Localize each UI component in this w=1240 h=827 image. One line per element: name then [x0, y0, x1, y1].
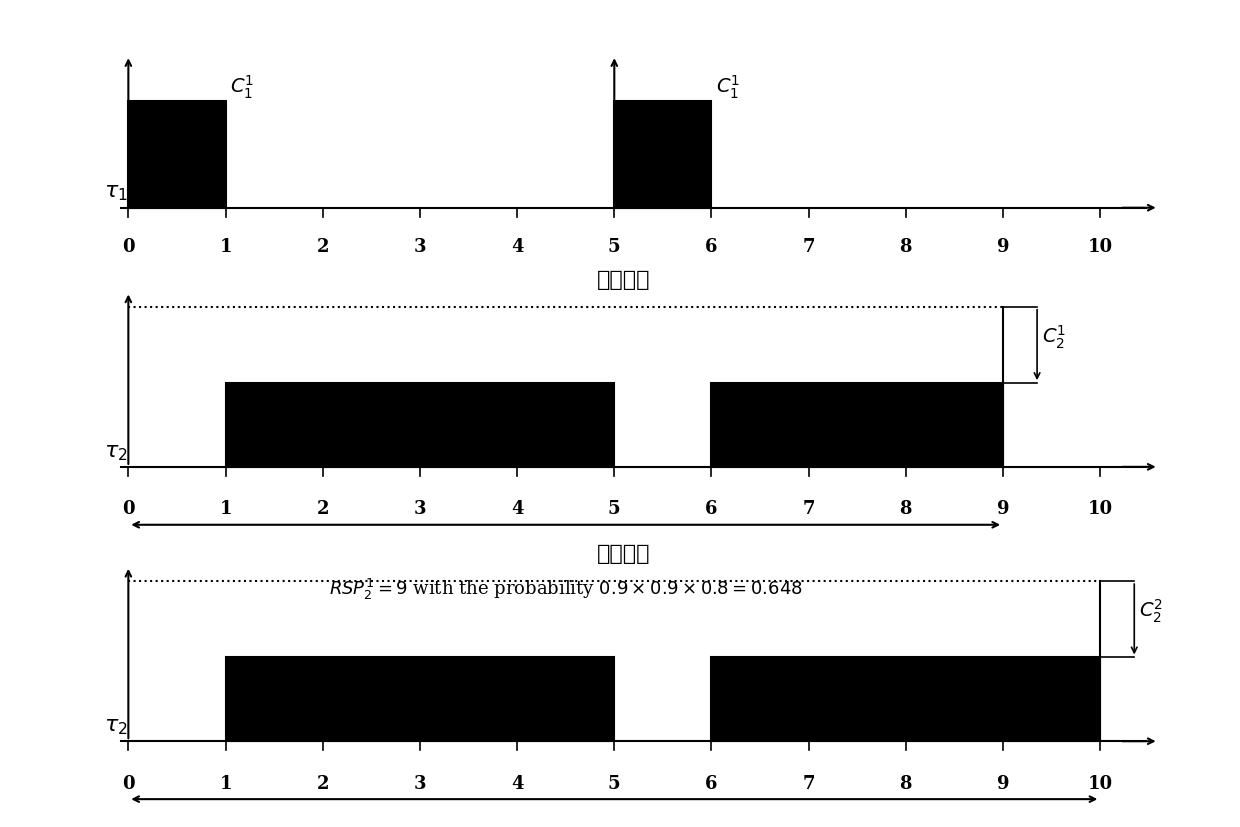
Text: 8: 8 [900, 238, 913, 256]
Text: 9: 9 [997, 238, 1009, 256]
Text: 7: 7 [802, 238, 815, 256]
Text: 3: 3 [414, 775, 427, 793]
Text: 1: 1 [219, 775, 232, 793]
Text: 4: 4 [511, 238, 523, 256]
Text: 10: 10 [1087, 238, 1112, 256]
Text: 10: 10 [1087, 500, 1112, 519]
Text: 调度窗口: 调度窗口 [598, 543, 651, 565]
Text: 1: 1 [219, 500, 232, 519]
Text: 2: 2 [316, 238, 329, 256]
Text: 7: 7 [802, 775, 815, 793]
Text: 0: 0 [122, 238, 135, 256]
Bar [226, 383, 614, 467]
Text: 6: 6 [706, 238, 718, 256]
Text: 5: 5 [608, 500, 620, 519]
Text: $C_2^1$: $C_2^1$ [1042, 323, 1066, 351]
Text: $\tau_2$: $\tau_2$ [104, 441, 128, 462]
Bar [614, 101, 712, 208]
Text: 2: 2 [316, 500, 329, 519]
Text: 5: 5 [608, 775, 620, 793]
Text: 5: 5 [608, 238, 620, 256]
Text: 7: 7 [802, 500, 815, 519]
Text: $\tau_1$: $\tau_1$ [104, 181, 128, 203]
Bar [712, 657, 1100, 741]
Text: 0: 0 [122, 500, 135, 519]
Text: 9: 9 [997, 775, 1009, 793]
Text: 6: 6 [706, 775, 718, 793]
Text: $C_2^2$: $C_2^2$ [1140, 598, 1163, 625]
Text: 调度窗口: 调度窗口 [598, 269, 651, 291]
Bar [129, 101, 226, 208]
Text: 4: 4 [511, 775, 523, 793]
Bar [226, 657, 614, 741]
Text: 6: 6 [706, 500, 718, 519]
Text: 8: 8 [900, 775, 913, 793]
Text: 0: 0 [122, 775, 135, 793]
Text: $\tau_2$: $\tau_2$ [104, 715, 128, 737]
Text: 2: 2 [316, 775, 329, 793]
Text: 10: 10 [1087, 775, 1112, 793]
Text: $C_1^1$: $C_1^1$ [717, 74, 740, 101]
Bar [712, 383, 1003, 467]
Text: 3: 3 [414, 238, 427, 256]
Text: $C_1^1$: $C_1^1$ [231, 74, 254, 101]
Text: 4: 4 [511, 500, 523, 519]
Text: 3: 3 [414, 500, 427, 519]
Text: 1: 1 [219, 238, 232, 256]
Text: 8: 8 [900, 500, 913, 519]
Text: 9: 9 [997, 500, 1009, 519]
Text: $RSP_2^1 = 9$ with the probability $0.9 \times 0.9 \times 0.8 = 0.648$: $RSP_2^1 = 9$ with the probability $0.9 … [329, 576, 802, 602]
